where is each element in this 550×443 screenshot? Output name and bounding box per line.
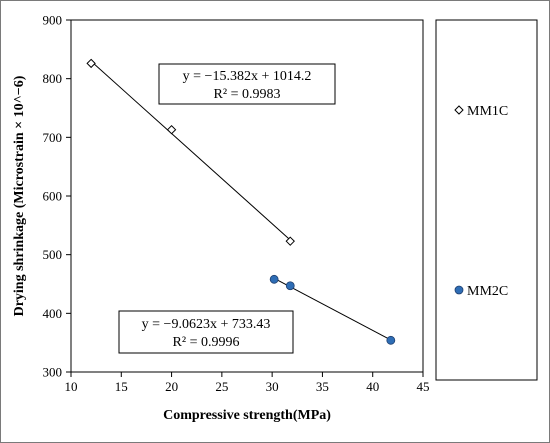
y-tick-label: 800 — [43, 71, 63, 86]
x-tick-label: 20 — [165, 379, 178, 394]
x-tick-label: 45 — [417, 379, 430, 394]
r2-mm1c: R² = 0.9983 — [214, 87, 281, 102]
y-tick-label: 500 — [43, 247, 63, 262]
y-axis-title: Drying shrinkage (Microstrain × 10^−6) — [12, 75, 27, 316]
ticks-layer: 10 15 20 25 30 35 40 45 300 400 500 600 700 800 900 — [43, 13, 430, 395]
x-tick-label: 40 — [366, 379, 379, 394]
point-mm1c — [166, 124, 177, 135]
legend-marker-mm1c — [454, 105, 464, 115]
y-tick-label: 400 — [43, 306, 63, 321]
trendline-mm1c — [90, 60, 291, 241]
x-tick-label: 15 — [115, 379, 128, 394]
legend-label-mm2c: MM2C — [467, 284, 508, 299]
y-tick-label: 300 — [43, 365, 63, 380]
point-mm1c — [86, 58, 96, 69]
x-tick-label: 35 — [316, 379, 329, 394]
point-mm2c — [285, 281, 295, 291]
y-tick-label: 600 — [43, 189, 63, 204]
point-mm1c — [285, 236, 295, 246]
x-tick-label: 10 — [65, 379, 78, 394]
point-mm2c — [269, 274, 279, 284]
equation-box-mm2c — [118, 310, 294, 354]
x-tick-label: 25 — [215, 379, 228, 394]
legend-box — [435, 19, 538, 381]
points-layer — [86, 58, 396, 345]
legend-marker-mm2c — [454, 285, 464, 295]
y-tick-label: 900 — [43, 13, 63, 28]
equation-box-mm1c — [158, 63, 336, 105]
equation-mm1c: y = −15.382x + 1014.2 — [183, 69, 312, 84]
r2-mm2c: R² = 0.9996 — [173, 335, 240, 350]
x-axis-title: Compressive strength(MPa) — [163, 408, 331, 423]
legend-label-mm1c: MM1C — [467, 104, 508, 119]
x-tick-label: 30 — [266, 379, 279, 394]
y-tick-label: 700 — [43, 130, 63, 145]
equation-mm2c: y = −9.0623x + 733.43 — [142, 317, 271, 332]
point-mm2c — [386, 335, 396, 345]
